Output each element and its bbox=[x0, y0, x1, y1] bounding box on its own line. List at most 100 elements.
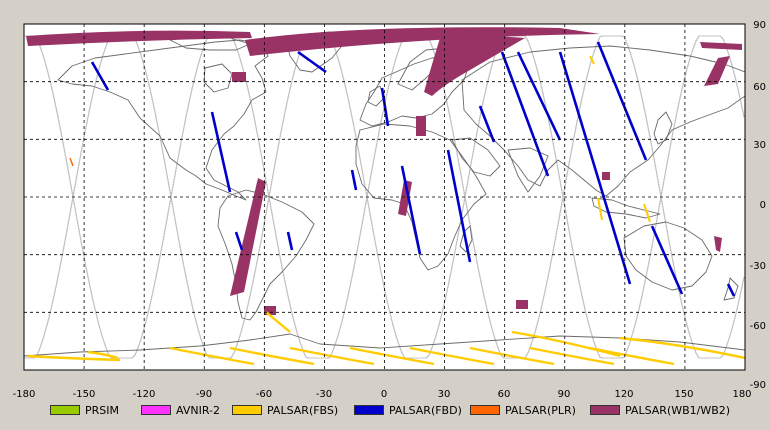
lon-tick-label: -120 bbox=[133, 389, 156, 400]
legend-item-avnir2: AVNIR-2 bbox=[141, 403, 220, 417]
swath-fbs bbox=[87, 350, 119, 360]
swath-fbd bbox=[516, 51, 562, 141]
swath-wb bbox=[230, 178, 266, 296]
legend-label: PALSAR(WB1/WB2) bbox=[625, 403, 731, 417]
coastline-japan bbox=[653, 111, 673, 145]
swath-wb bbox=[264, 306, 276, 315]
coastline-africa bbox=[355, 123, 487, 271]
legend-swatch bbox=[470, 405, 500, 415]
swath-fbs bbox=[511, 330, 621, 358]
swath-wb bbox=[232, 72, 246, 82]
swath-fbd bbox=[596, 41, 648, 161]
swath-fbs bbox=[643, 203, 651, 223]
swath-fbd bbox=[380, 87, 390, 127]
swath-wb bbox=[516, 300, 528, 309]
swath-overlays bbox=[26, 27, 745, 366]
coastline-india bbox=[507, 147, 549, 193]
swath-fbd bbox=[558, 51, 632, 285]
map-frame bbox=[23, 23, 746, 371]
lon-tick-label: 90 bbox=[558, 389, 571, 400]
orbit-track bbox=[24, 35, 745, 359]
legend-label: PALSAR(PLR) bbox=[505, 403, 576, 417]
coastline-north-america bbox=[57, 39, 269, 201]
legend-swatch bbox=[590, 405, 620, 415]
lat-tick-label: 90 bbox=[753, 20, 766, 31]
swath-fbs bbox=[619, 336, 745, 360]
lat-tick-label: -60 bbox=[750, 321, 766, 332]
coastline-antarctica bbox=[24, 333, 745, 357]
lat-tick-label: 60 bbox=[753, 82, 766, 93]
swath-wb bbox=[416, 116, 426, 136]
swath-fbs bbox=[265, 311, 291, 333]
coastline-madagascar bbox=[459, 225, 473, 253]
swath-fbd bbox=[286, 231, 294, 251]
lat-tick-label: -30 bbox=[750, 261, 766, 272]
legend-item-palsar-fbd: PALSAR(FBD) bbox=[354, 403, 462, 417]
legend-item-palsar-wb: PALSAR(WB1/WB2) bbox=[590, 403, 730, 417]
swath-fbd bbox=[726, 283, 736, 297]
swath-wb bbox=[424, 36, 525, 96]
swath-wb bbox=[700, 42, 742, 50]
swath-fbd bbox=[90, 61, 110, 91]
legend-item-palsar-plr: PALSAR(PLR) bbox=[470, 403, 576, 417]
swath-fbd bbox=[234, 231, 244, 251]
legend-swatch bbox=[50, 405, 80, 415]
coastline-asia bbox=[461, 45, 745, 197]
lon-tick-label: 30 bbox=[438, 389, 451, 400]
swath-fbd bbox=[478, 105, 496, 143]
legend-label: PALSAR(FBS) bbox=[267, 403, 339, 417]
swath-fbs bbox=[529, 346, 615, 366]
swath-fbd bbox=[446, 149, 472, 263]
swath-wb bbox=[245, 27, 600, 56]
lon-tick-label: 60 bbox=[498, 389, 511, 400]
swath-fbs bbox=[349, 346, 435, 366]
swath-wb bbox=[602, 172, 610, 180]
swath-fbs bbox=[289, 346, 375, 366]
swath-fbd bbox=[350, 169, 358, 191]
swath-wb bbox=[398, 180, 412, 216]
lon-tick-label: 150 bbox=[674, 389, 693, 400]
coastline-australia bbox=[623, 221, 713, 291]
lat-axis: 90 60 30 0 -30 -60 -90 bbox=[750, 20, 766, 391]
swath-wb bbox=[26, 30, 252, 46]
lon-tick-label: -90 bbox=[196, 389, 212, 400]
legend-item-prsim: PRSIM bbox=[50, 403, 119, 417]
lat-tick-label: 30 bbox=[753, 140, 766, 151]
swath-plr bbox=[69, 157, 74, 167]
lon-axis: -180 -150 -120 -90 -60 -30 0 30 60 90 12… bbox=[13, 389, 752, 400]
coastline-arabia bbox=[451, 137, 501, 177]
swath-fbd bbox=[297, 50, 327, 74]
swath-fbs bbox=[597, 197, 603, 221]
graticule bbox=[24, 24, 745, 370]
legend-label: PRSIM bbox=[85, 403, 119, 417]
swath-fbs bbox=[589, 55, 595, 65]
lat-tick-label: 0 bbox=[760, 200, 766, 211]
swath-fbd bbox=[500, 51, 550, 177]
coastline-south-america bbox=[217, 189, 315, 321]
swath-fbs bbox=[469, 346, 555, 366]
coastline-british-isles bbox=[367, 85, 385, 107]
lon-tick-label: 0 bbox=[381, 389, 387, 400]
lon-tick-label: -30 bbox=[316, 389, 332, 400]
legend-label: PALSAR(FBD) bbox=[389, 403, 462, 417]
lat-tick-label: -90 bbox=[750, 380, 766, 391]
swath-fbd bbox=[210, 111, 232, 193]
lon-tick-label: -150 bbox=[73, 389, 96, 400]
legend-swatch bbox=[354, 405, 384, 415]
legend: PRSIM AVNIR-2 PALSAR(FBS) PALSAR(FBD) PA… bbox=[0, 400, 770, 422]
lon-tick-label: -60 bbox=[256, 389, 272, 400]
swath-fbs bbox=[27, 354, 121, 362]
swath-fbs bbox=[229, 346, 315, 366]
lon-tick-label: 180 bbox=[732, 389, 751, 400]
swath-wb bbox=[714, 236, 722, 252]
legend-swatch bbox=[232, 405, 262, 415]
swath-fbd bbox=[400, 165, 422, 255]
swath-wb bbox=[704, 56, 730, 86]
lon-tick-label: -180 bbox=[13, 389, 36, 400]
legend-swatch bbox=[141, 405, 171, 415]
swath-fbs bbox=[409, 346, 495, 366]
swath-fbd bbox=[650, 225, 684, 295]
swath-fbs bbox=[169, 346, 255, 366]
